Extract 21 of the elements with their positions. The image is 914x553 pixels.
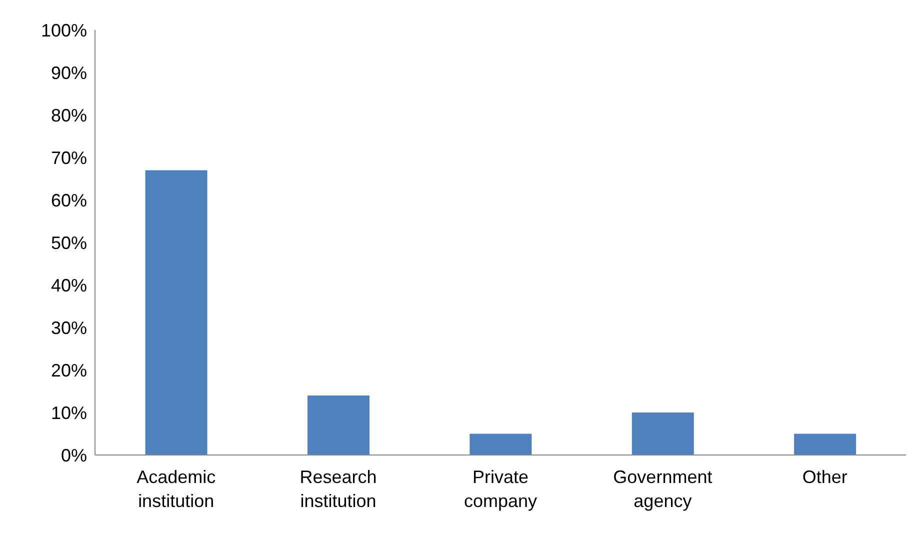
bar xyxy=(632,412,694,455)
x-tick-label: Research institution xyxy=(300,467,377,511)
y-tick-label: 50% xyxy=(50,232,87,253)
y-tick-label: 30% xyxy=(50,318,87,338)
x-tick-label: Private company xyxy=(464,467,538,511)
y-tick-label: 100% xyxy=(40,20,87,40)
bar xyxy=(307,396,370,455)
y-tick-label: 0% xyxy=(60,445,87,466)
bar xyxy=(794,434,856,455)
x-tick-label: Government agency xyxy=(613,467,712,511)
y-tick-label: 10% xyxy=(50,402,87,423)
y-tick-label: 90% xyxy=(50,62,87,83)
x-tick-label: Other xyxy=(802,467,848,487)
y-tick-label: 20% xyxy=(50,360,87,380)
y-tick-label: 60% xyxy=(50,190,87,210)
y-tick-label: 80% xyxy=(50,105,87,126)
bar xyxy=(470,434,532,455)
y-tick-label: 70% xyxy=(50,148,87,168)
bar xyxy=(145,170,208,455)
y-tick-label: 40% xyxy=(50,275,87,296)
x-tick-label: Academic institution xyxy=(136,467,216,511)
